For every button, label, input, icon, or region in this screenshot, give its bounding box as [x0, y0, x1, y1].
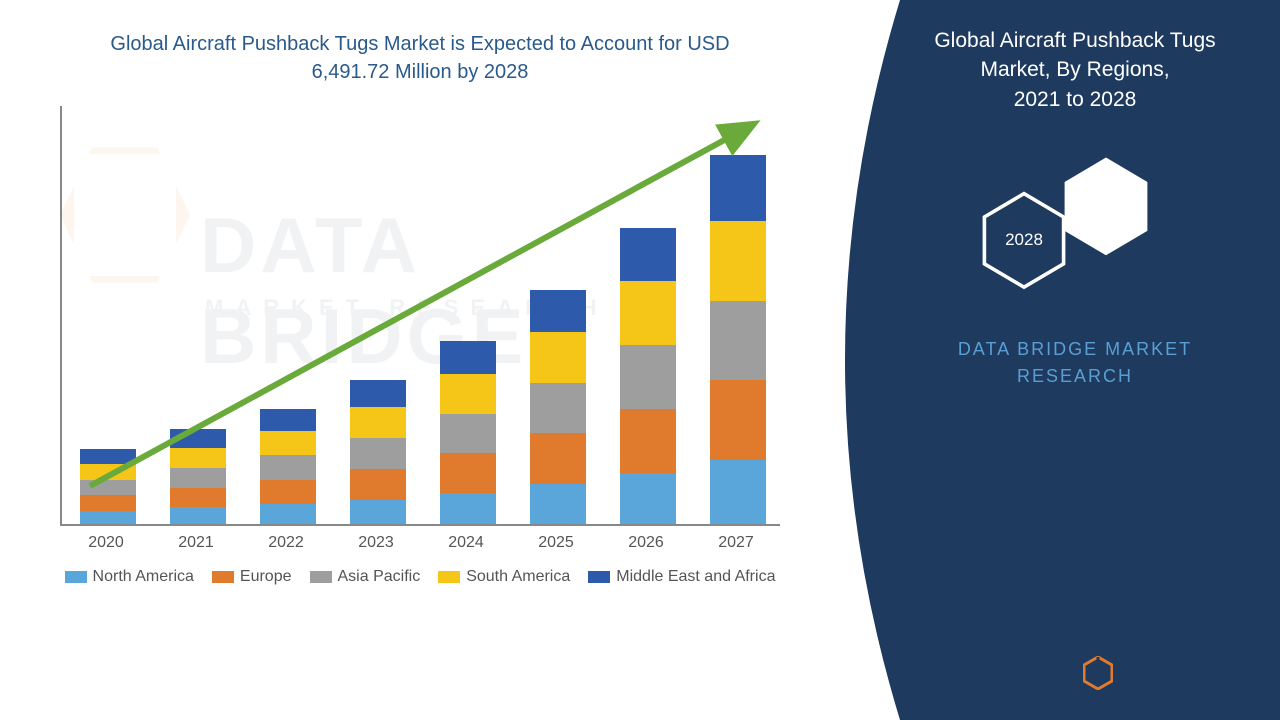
bar-2024 — [440, 341, 496, 524]
seg-south-america — [170, 448, 226, 468]
chart-panel: DATA BRIDGE MARKET RESEARCH Global Aircr… — [0, 0, 820, 720]
legend-label: South America — [466, 568, 570, 586]
seg-europe — [80, 495, 136, 510]
seg-south-america — [530, 332, 586, 383]
legend-swatch — [588, 571, 610, 583]
seg-middle-east-and-africa — [80, 449, 136, 464]
seg-asia-pacific — [440, 414, 496, 454]
seg-north-america — [260, 504, 316, 524]
seg-north-america — [440, 493, 496, 524]
year-hexagons: 2028 2021 — [975, 156, 1175, 306]
xlabel: 2025 — [521, 534, 591, 552]
hex-2028: 2028 — [979, 190, 1069, 290]
seg-asia-pacific — [260, 455, 316, 479]
brand-text: DATA BRIDGE MARKETRESEARCH — [900, 336, 1250, 390]
seg-middle-east-and-africa — [170, 429, 226, 448]
legend-label: Middle East and Africa — [616, 568, 775, 586]
legend: North America Europe Asia Pacific South Ame… — [40, 568, 800, 586]
xlabel: 2026 — [611, 534, 681, 552]
bar-2025 — [530, 290, 586, 524]
seg-asia-pacific — [710, 301, 766, 381]
seg-north-america — [620, 473, 676, 524]
seg-north-america — [350, 500, 406, 524]
seg-north-america — [170, 507, 226, 524]
legend-swatch — [65, 571, 87, 583]
seg-south-america — [350, 407, 406, 438]
legend-swatch — [212, 571, 234, 583]
legend-item: Middle East and Africa — [588, 568, 775, 586]
xlabel: 2021 — [161, 534, 231, 552]
logo-hex-icon — [1083, 656, 1113, 690]
xlabel: 2020 — [71, 534, 141, 552]
bar-2026 — [620, 228, 676, 524]
seg-middle-east-and-africa — [620, 228, 676, 281]
seg-south-america — [620, 281, 676, 345]
seg-europe — [710, 380, 766, 460]
legend-item: Europe — [212, 568, 292, 586]
right-panel: Global Aircraft Pushback Tugs Market, By… — [780, 0, 1280, 720]
seg-asia-pacific — [350, 438, 406, 469]
chart-title: Global Aircraft Pushback Tugs Market is … — [40, 30, 800, 86]
legend-label: Europe — [240, 568, 292, 586]
seg-asia-pacific — [170, 468, 226, 488]
legend-item: North America — [65, 568, 194, 586]
bar-2027 — [710, 155, 766, 524]
legend-label: North America — [93, 568, 194, 586]
seg-north-america — [530, 484, 586, 524]
seg-asia-pacific — [530, 383, 586, 434]
xlabel: 2027 — [701, 534, 771, 552]
chart-area: 2020 2021 2022 2023 2024 2025 2026 2027 North A… — [40, 106, 800, 586]
bar-2023 — [350, 380, 406, 524]
hex-2021: 2021 — [1061, 156, 1151, 256]
plot-area — [60, 106, 780, 526]
footer-logo: DATA BRIDGE MARKET RESEARCH — [1083, 656, 1240, 690]
seg-south-america — [80, 464, 136, 479]
seg-south-america — [260, 431, 316, 455]
logo-text: DATA BRIDGE — [1121, 661, 1240, 676]
seg-north-america — [80, 511, 136, 524]
legend-swatch — [438, 571, 460, 583]
legend-label: Asia Pacific — [338, 568, 421, 586]
legend-item: South America — [438, 568, 570, 586]
seg-europe — [260, 480, 316, 504]
legend-swatch — [310, 571, 332, 583]
legend-item: Asia Pacific — [310, 568, 421, 586]
seg-middle-east-and-africa — [440, 341, 496, 374]
right-panel-title: Global Aircraft Pushback Tugs Market, By… — [900, 26, 1250, 114]
seg-europe — [170, 488, 226, 508]
seg-middle-east-and-africa — [530, 290, 586, 332]
bar-2020 — [80, 449, 136, 524]
seg-asia-pacific — [80, 480, 136, 495]
seg-europe — [440, 453, 496, 493]
seg-north-america — [710, 460, 766, 524]
xlabel: 2024 — [431, 534, 501, 552]
seg-south-america — [440, 374, 496, 414]
xlabel: 2023 — [341, 534, 411, 552]
seg-europe — [530, 433, 586, 484]
bar-2022 — [260, 409, 316, 524]
bar-2021 — [170, 429, 226, 524]
seg-middle-east-and-africa — [350, 380, 406, 407]
seg-middle-east-and-africa — [260, 409, 316, 431]
seg-europe — [350, 469, 406, 500]
seg-asia-pacific — [620, 345, 676, 409]
seg-europe — [620, 409, 676, 473]
seg-middle-east-and-africa — [710, 155, 766, 221]
seg-south-america — [710, 221, 766, 301]
logo-subtext: MARKET RESEARCH — [1121, 676, 1240, 685]
xlabel: 2022 — [251, 534, 321, 552]
